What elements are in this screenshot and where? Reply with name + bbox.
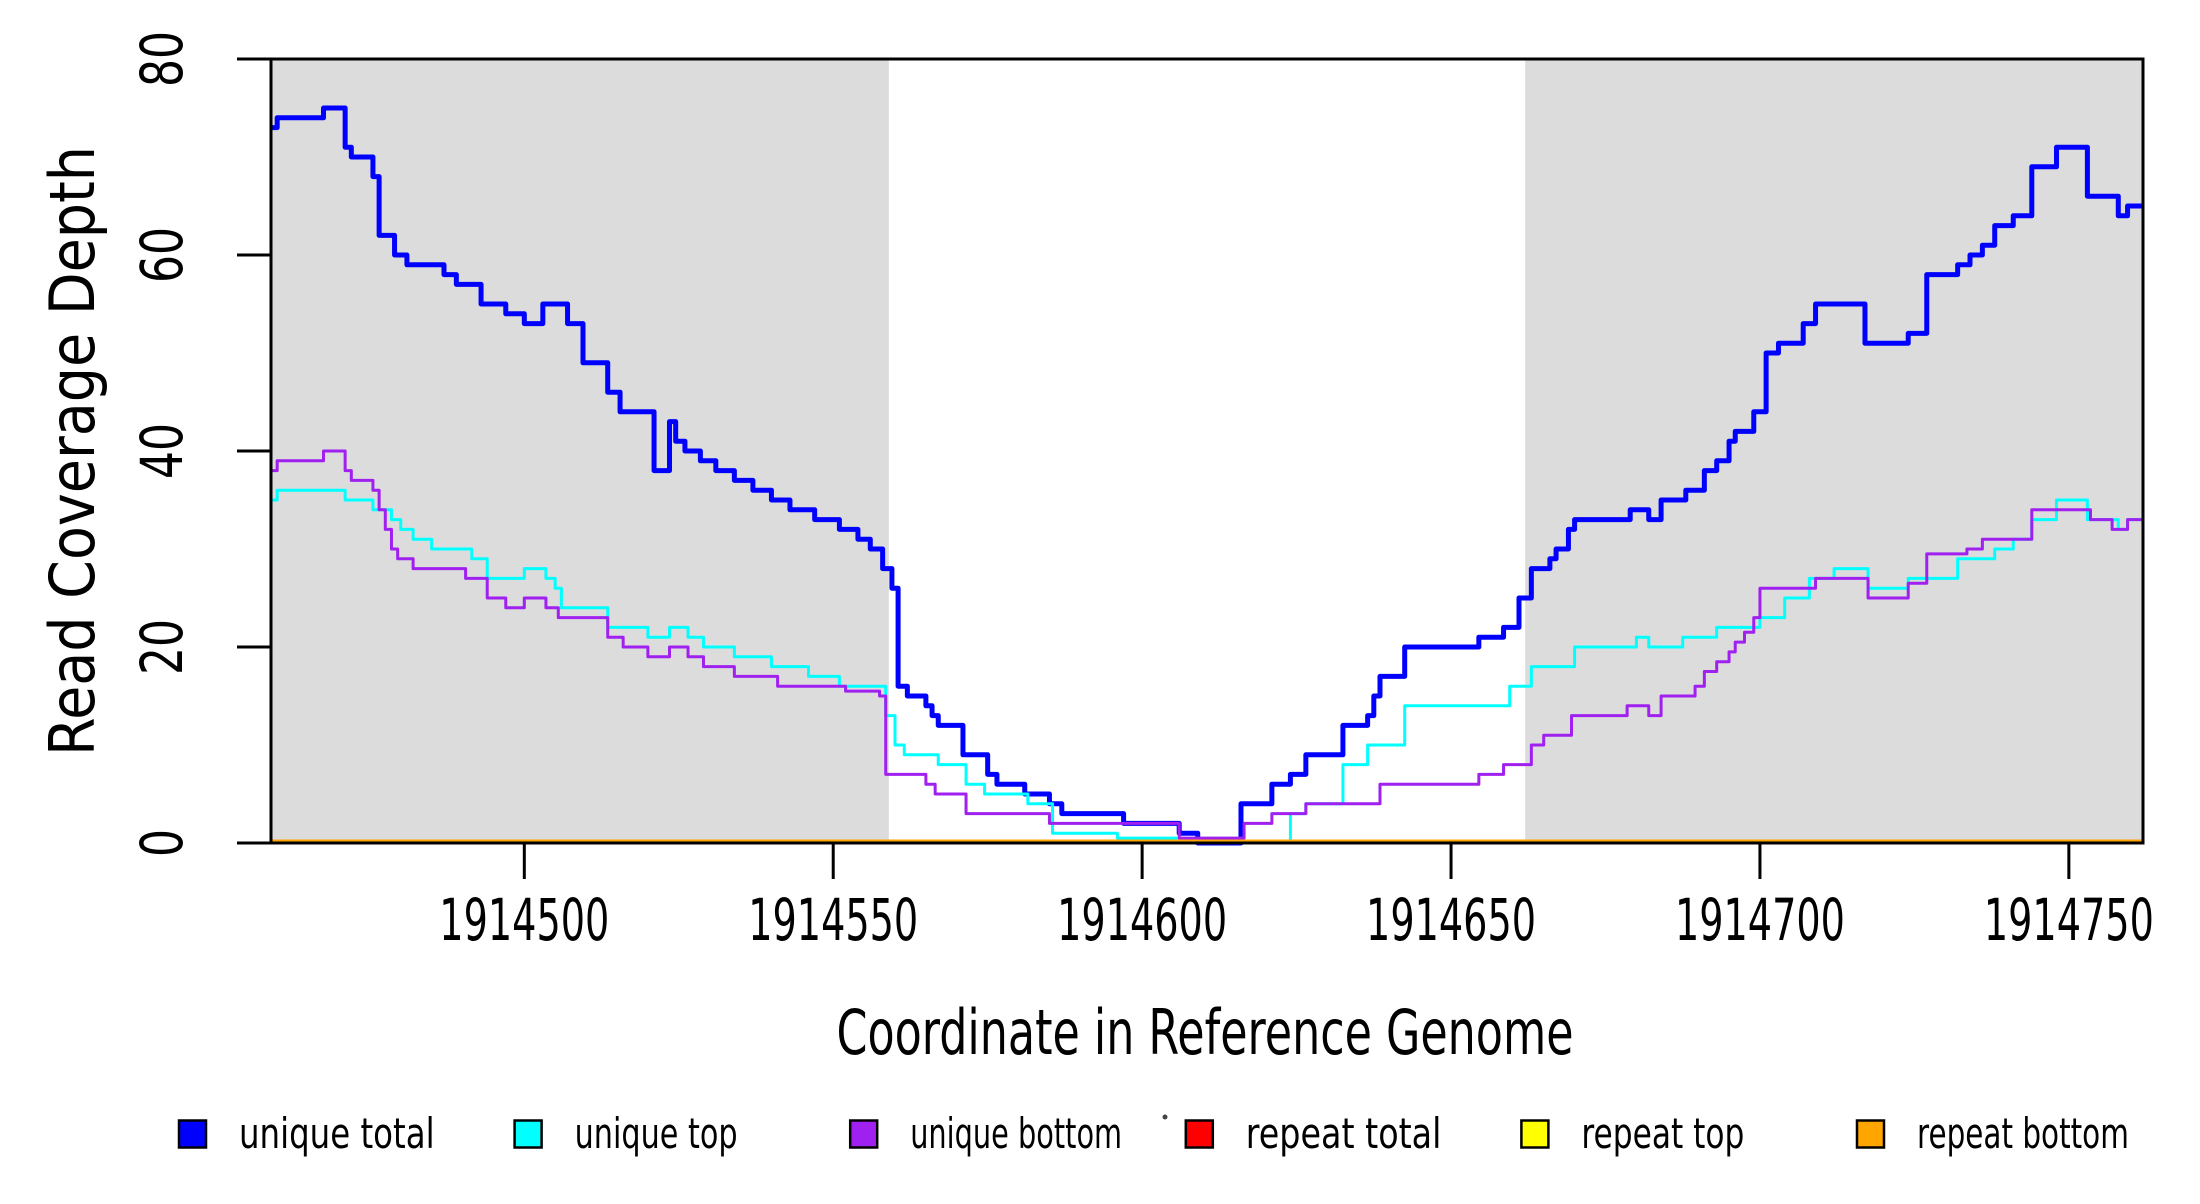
axis-ticks-layer bbox=[237, 57, 2071, 879]
legend-item: unique total bbox=[177, 1109, 435, 1158]
x-tick-label: 1914650 bbox=[1366, 886, 1536, 954]
legend-swatch-repeat-bottom bbox=[1855, 1119, 1886, 1149]
x-tick-label: 1914500 bbox=[439, 886, 609, 954]
legend-item: unique top bbox=[513, 1109, 738, 1158]
y-tick-label: 20 bbox=[128, 619, 196, 675]
y-axis-title: Read Coverage Depth bbox=[36, 146, 109, 756]
series-line-unique-bottom bbox=[271, 449, 2143, 840]
legend-swatch-unique-bottom bbox=[848, 1119, 879, 1149]
legend-label: unique bottom bbox=[910, 1109, 1122, 1158]
legend-swatch-repeat-top bbox=[1520, 1119, 1550, 1149]
shaded-regions-layer bbox=[271, 59, 2143, 843]
legend-label: unique total bbox=[239, 1109, 435, 1158]
x-tick-label: 1914700 bbox=[1675, 886, 1845, 954]
shaded-region bbox=[1525, 59, 2143, 843]
x-axis-title: Coordinate in Reference Genome bbox=[837, 996, 1574, 1069]
x-tick-label: 1914600 bbox=[1057, 886, 1227, 954]
shaded-region bbox=[271, 59, 889, 843]
stray-dot-artifact bbox=[1162, 1114, 1168, 1120]
y-tick-label: 60 bbox=[128, 227, 196, 283]
x-tick-label: 1914750 bbox=[1984, 886, 2154, 954]
legend-item: repeat total bbox=[1184, 1109, 1442, 1158]
x-tick-label: 1914550 bbox=[748, 886, 918, 954]
y-tick-label: 40 bbox=[128, 423, 196, 479]
legend-label: repeat total bbox=[1246, 1109, 1442, 1158]
legend-swatch-unique-top bbox=[513, 1119, 543, 1149]
legend-swatch-unique-total bbox=[177, 1119, 208, 1149]
axis-tick-labels-layer: 1914500 1914550 1914600 1914650 1914700 19147… bbox=[128, 31, 2154, 954]
legend-label: repeat top bbox=[1581, 1109, 1744, 1158]
legend: unique total unique top unique bottom repea… bbox=[177, 1109, 2129, 1158]
y-tick-label: 0 bbox=[128, 829, 196, 857]
legend-item: repeat top bbox=[1520, 1109, 1744, 1158]
series-line-unique-total bbox=[271, 105, 2143, 846]
legend-item: unique bottom bbox=[848, 1109, 1122, 1158]
legend-label: unique top bbox=[575, 1109, 738, 1158]
legend-swatch-repeat-total bbox=[1184, 1119, 1215, 1149]
legend-label: repeat bottom bbox=[1917, 1109, 2129, 1158]
y-tick-label: 80 bbox=[128, 31, 196, 87]
legend-item: repeat bottom bbox=[1855, 1109, 2129, 1158]
